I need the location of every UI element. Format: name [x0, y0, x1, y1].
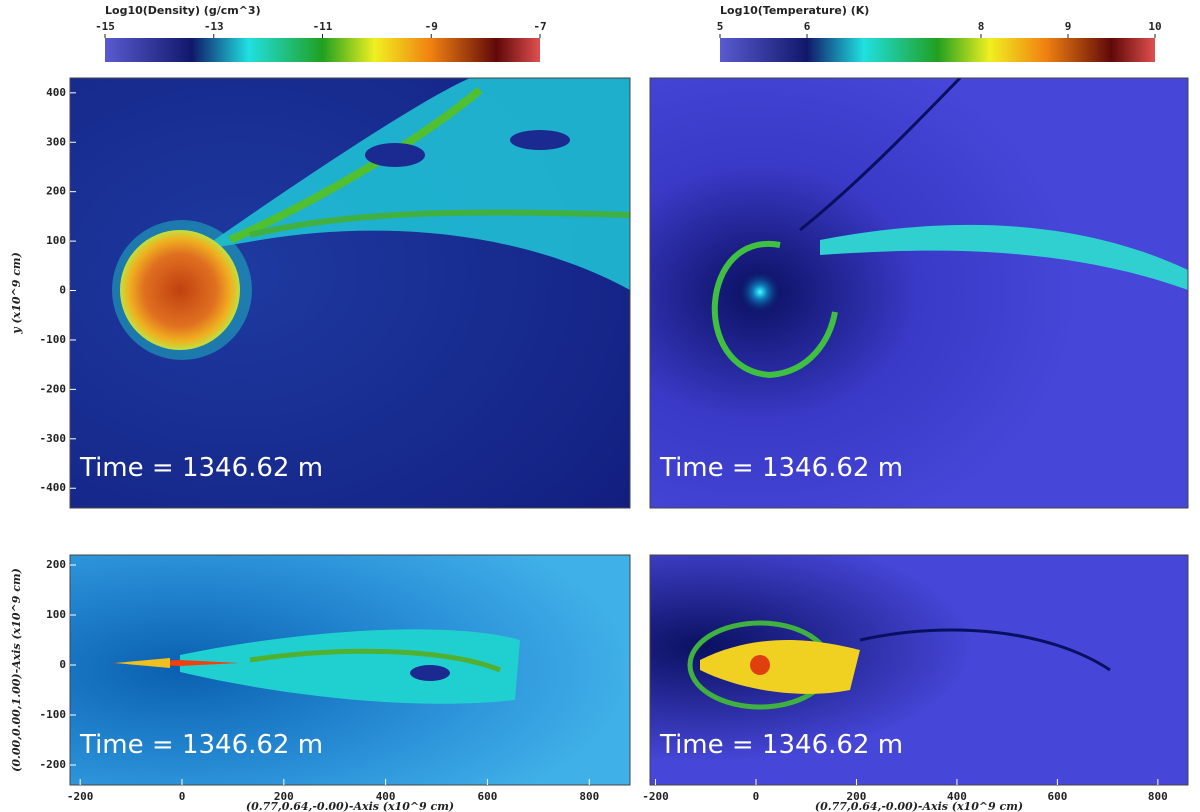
x-tick-label: -200 [67, 790, 94, 803]
density-image [70, 78, 630, 508]
time-annotation: Time = 1346.62 m [659, 730, 903, 760]
time-annotation: Time = 1346.62 m [79, 453, 323, 483]
panel-frame [69, 77, 631, 509]
x-tick-label: 600 [1047, 790, 1067, 803]
panel-frame [69, 554, 631, 786]
x-axis-label: (0.77,0.64,-0.00)-Axis (x10^9 cm) [246, 800, 454, 812]
x-tick-label: 400 [947, 790, 967, 803]
colorbar [720, 38, 1155, 62]
colorbar-tick-label: 10 [1148, 20, 1161, 33]
y-tick-label: 200 [46, 185, 66, 198]
y-tick-label: 300 [46, 135, 66, 148]
y-tick-label: -200 [40, 758, 67, 771]
colorbar-tick-label: -7 [533, 20, 546, 33]
x-tick-label: 0 [179, 790, 186, 803]
time-annotation: Time = 1346.62 m [79, 730, 323, 760]
colorbar-tick-label: 8 [978, 20, 985, 33]
y-tick-label: 200 [46, 558, 66, 571]
x-tick-label: 600 [478, 790, 498, 803]
x-tick-label: 800 [1148, 790, 1168, 803]
y-axis-label: y (x10^9 cm) [10, 252, 23, 335]
x-tick-label: 200 [847, 790, 867, 803]
colorbar-tick-label: -9 [425, 20, 438, 33]
x-tick-label: 0 [753, 790, 760, 803]
colorbar-tick-label: -11 [313, 20, 333, 33]
colorbar-tick-label: 6 [804, 20, 811, 33]
colorbar [105, 38, 540, 62]
y-tick-label: 0 [59, 658, 66, 671]
y-tick-label: 400 [46, 86, 66, 99]
y-tick-label: 100 [46, 234, 66, 247]
y-tick-label: -300 [40, 432, 67, 445]
y-axis-label: (0.00,0.00,1.00)-Axis (x10^9 cm) [10, 568, 23, 772]
colorbar-tick-label: -15 [95, 20, 115, 33]
colorbar-tick-label: 5 [717, 20, 724, 33]
colorbar-tick-label: -13 [204, 20, 224, 33]
colorbar-tick-label: 9 [1065, 20, 1072, 33]
x-axis-label: (0.77,0.64,-0.00)-Axis (x10^9 cm) [815, 800, 1023, 812]
y-tick-label: -200 [40, 382, 67, 395]
temperature-side-image [650, 555, 1188, 785]
panel-frame [649, 554, 1189, 786]
y-tick-label: 0 [59, 284, 66, 297]
temperature-image [650, 78, 1188, 508]
y-tick-label: -400 [40, 481, 67, 494]
x-tick-label: 400 [376, 790, 396, 803]
colorbar-label: Log10(Temperature) (K) [720, 4, 869, 17]
panel-frame [649, 77, 1189, 509]
y-tick-label: 100 [46, 608, 66, 621]
x-tick-label: 200 [274, 790, 294, 803]
colorbar-label: Log10(Density) (g/cm^3) [105, 4, 261, 17]
x-tick-label: 800 [579, 790, 599, 803]
y-tick-label: -100 [40, 333, 67, 346]
x-tick-label: -200 [642, 790, 669, 803]
density-side-image [70, 555, 630, 785]
time-annotation: Time = 1346.62 m [659, 453, 903, 483]
y-tick-label: -100 [40, 708, 67, 721]
